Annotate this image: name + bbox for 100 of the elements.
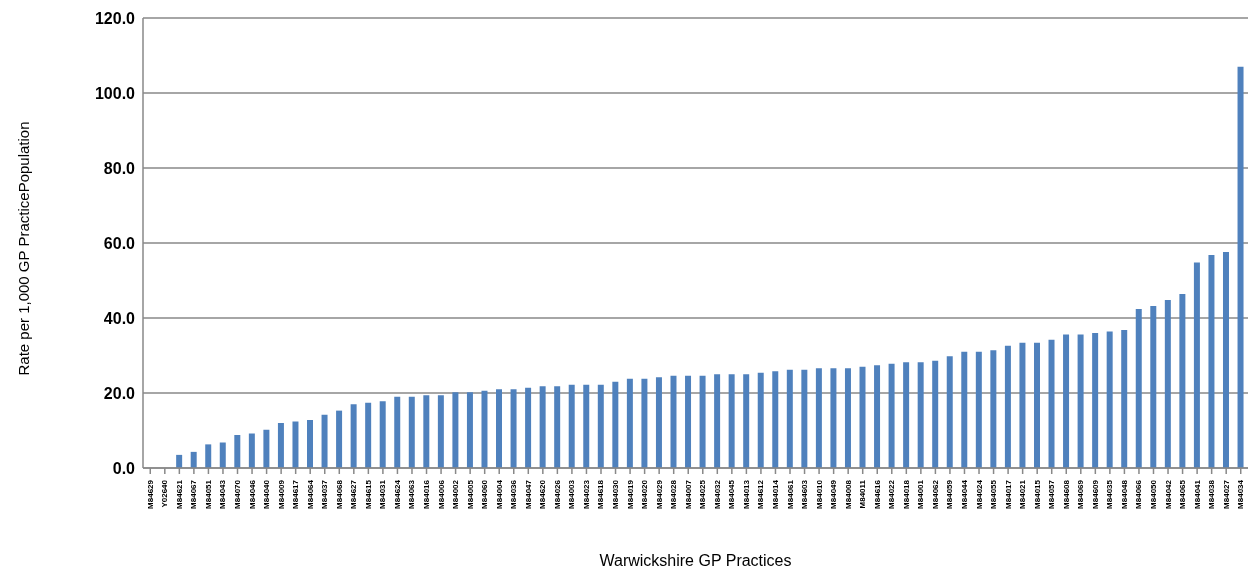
x-tick-label: M84007 (683, 479, 693, 509)
x-tick-label: M84615 (363, 479, 373, 509)
bar (263, 429, 270, 468)
bar (321, 414, 328, 468)
x-tick-label: M84065 (1178, 479, 1188, 509)
x-tick-label: M84070 (233, 479, 243, 509)
bar (859, 366, 866, 468)
x-tick-label: M84035 (1105, 479, 1115, 509)
x-tick-label: M84008 (843, 479, 853, 509)
y-tick-label: 120.0 (94, 9, 136, 27)
bar (1092, 333, 1099, 468)
x-tick-label: M84057 (1047, 479, 1057, 509)
x-tick-label: M84045 (727, 479, 737, 509)
x-tick-label: M84032 (712, 479, 722, 509)
x-tick-label: M84010 (814, 479, 824, 509)
x-tick-label: M84027 (1221, 479, 1231, 509)
x-tick-label: M84608 (1061, 479, 1071, 509)
bar (815, 368, 822, 468)
bar (205, 444, 212, 468)
bar (844, 368, 851, 468)
x-tick-label: M84621 (174, 479, 184, 509)
x-tick-label: M84011 (858, 479, 868, 509)
x-tick-label: M84014 (770, 479, 780, 509)
x-tick-label: M84002 (451, 479, 461, 509)
bar (539, 386, 546, 468)
x-tick-label: M84603 (800, 479, 810, 509)
x-tick-label: M84017 (1003, 479, 1013, 509)
bar (1193, 262, 1200, 468)
bar (874, 365, 881, 468)
x-tick-label: M84005 (465, 479, 475, 509)
bar (772, 371, 779, 468)
x-tick-label: M84030 (611, 479, 621, 509)
bar (975, 351, 982, 468)
bar (1222, 252, 1229, 468)
bar (612, 381, 619, 468)
x-tick-label: M84009 (276, 479, 286, 509)
bar (830, 368, 837, 468)
x-tick-label: M84066 (1134, 479, 1144, 509)
x-tick-label: M84049 (829, 479, 839, 509)
bar (1048, 339, 1055, 468)
bar (917, 362, 924, 468)
bar (219, 442, 226, 468)
x-tick-label: M84609 (1090, 479, 1100, 509)
bar (394, 396, 401, 468)
bar (176, 454, 183, 468)
x-tick-label: Y02640 (160, 479, 170, 508)
x-tick-label: M84034 (1236, 479, 1246, 509)
y-tick-label: 100.0 (94, 84, 136, 102)
x-tick-label: M84023 (581, 479, 591, 509)
bar (365, 402, 372, 468)
x-tick-label: M84021 (1018, 479, 1028, 509)
bar (466, 392, 473, 468)
x-tick-label: M84627 (349, 479, 359, 509)
x-tick-label: M84064 (305, 479, 315, 509)
x-tick-label: M84029 (654, 479, 664, 509)
x-tick-label: M84018 (901, 479, 911, 509)
x-tick-label: M84041 (1192, 479, 1202, 509)
bar (1150, 306, 1157, 468)
bar (990, 350, 997, 468)
y-tick-label: 0.0 (112, 459, 136, 477)
bar (1164, 300, 1171, 468)
x-tick-label: M84617 (291, 479, 301, 509)
bar (350, 404, 357, 468)
bar (554, 386, 561, 468)
bar (583, 384, 590, 468)
bar (743, 374, 750, 468)
bar (307, 420, 314, 468)
x-tick-label: M84031 (378, 479, 388, 509)
bar (597, 384, 604, 468)
x-tick-label: M84612 (756, 479, 766, 509)
bar (1033, 342, 1040, 468)
bar (801, 369, 808, 468)
x-tick-label: M84001 (916, 479, 926, 509)
bar (1004, 345, 1011, 468)
bar (1135, 309, 1142, 468)
x-tick-label: M84046 (247, 479, 257, 509)
bar (408, 396, 415, 468)
y-axis-title: Rate per 1,000 GP PracticePopulation (14, 120, 32, 376)
bar (568, 384, 575, 468)
bar (1237, 66, 1244, 468)
bar (248, 433, 255, 468)
bar (1208, 255, 1215, 468)
bar (510, 389, 517, 468)
x-tick-label: M84624 (392, 479, 402, 509)
bar (423, 395, 430, 468)
y-tick-label: 60.0 (103, 234, 136, 252)
bar (190, 451, 197, 468)
bar (932, 360, 939, 468)
bar (685, 375, 692, 468)
bar (757, 372, 764, 468)
x-tick-label: M84038 (1207, 479, 1217, 509)
x-tick-label: M84055 (989, 479, 999, 509)
x-tick-label: M84047 (523, 479, 533, 509)
bar (641, 378, 648, 468)
x-tick-label: M84040 (262, 479, 272, 509)
x-tick-label: M84025 (698, 479, 708, 509)
bar (292, 421, 299, 468)
x-tick-label: M84044 (959, 479, 969, 509)
bar (946, 356, 953, 468)
x-tick-label: M84015 (1032, 479, 1042, 509)
